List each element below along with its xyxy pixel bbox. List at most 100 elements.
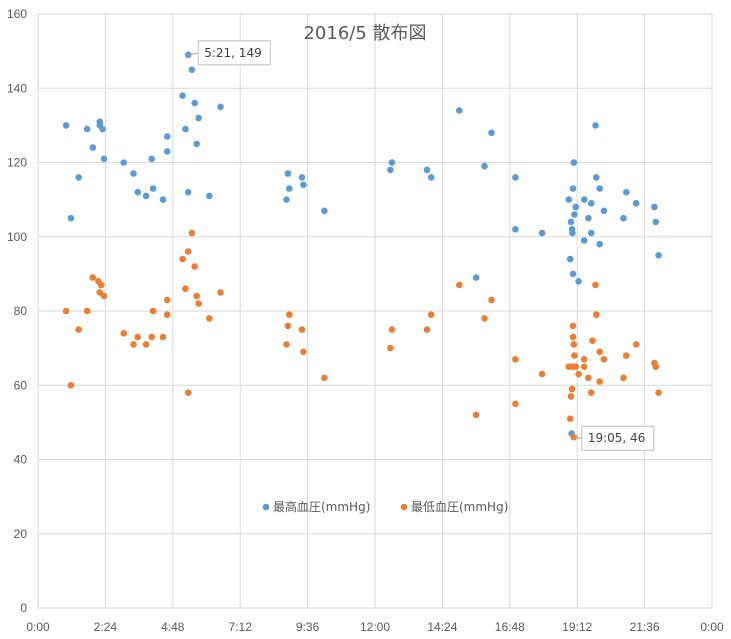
data-point	[568, 385, 576, 393]
data-point	[62, 122, 70, 129]
legend-item-2: 最低血圧(mmHg)	[400, 500, 508, 514]
data-point	[596, 185, 603, 192]
data-point	[567, 218, 575, 226]
data-point	[570, 159, 578, 166]
data-point	[159, 196, 167, 203]
data-point	[652, 363, 660, 371]
data-point	[184, 248, 192, 255]
data-point	[472, 411, 480, 419]
data-point	[83, 125, 91, 133]
data-point	[191, 263, 198, 270]
y-tick-label: 0	[20, 601, 27, 615]
data-point	[572, 363, 580, 371]
data-point	[580, 356, 588, 363]
data-point	[100, 155, 108, 163]
data-point	[195, 114, 202, 122]
chart-title: 2016/5 散布図	[303, 23, 426, 44]
data-point	[195, 300, 202, 307]
data-point	[655, 389, 662, 397]
data-point	[134, 333, 141, 341]
data-point	[427, 174, 435, 181]
x-tick-label: 21:36	[630, 620, 660, 634]
y-tick-label: 120	[7, 156, 27, 170]
data-point	[571, 211, 578, 218]
legend-marker	[400, 503, 408, 511]
data-point	[163, 148, 171, 155]
data-point	[512, 356, 519, 363]
data-point	[62, 307, 70, 315]
data-point	[572, 203, 580, 211]
data-point	[67, 382, 75, 389]
data-point	[184, 188, 192, 196]
axes: 0:00 2:24 4:48 7:12 9:36 12:00 14:24 16:48 19:12…	[7, 7, 724, 634]
data-point	[620, 214, 627, 222]
data-point	[587, 200, 595, 207]
data-point	[217, 289, 224, 296]
data-point	[298, 326, 306, 333]
data-point	[580, 363, 588, 371]
data-point	[652, 218, 660, 226]
data-callout: 5:21, 149	[188, 40, 271, 66]
data-point	[565, 196, 573, 203]
data-point	[217, 103, 224, 111]
data-point	[620, 374, 627, 382]
x-tick-label: 0:00	[26, 620, 50, 634]
x-tick-label: 12:00	[360, 620, 390, 634]
data-point	[159, 333, 167, 341]
legend-item-1: 最高血圧(mmHg)	[262, 499, 370, 514]
data-point	[300, 181, 307, 189]
legend-marker	[262, 503, 270, 511]
annotations: 5:21, 149 19:05, 46	[188, 40, 655, 451]
data-point	[538, 229, 546, 237]
data-point	[97, 281, 105, 289]
data-point	[423, 166, 431, 174]
data-point	[206, 192, 213, 200]
data-point	[593, 311, 600, 319]
x-tick-label: 2:24	[94, 620, 118, 634]
data-point	[206, 315, 213, 322]
data-point	[75, 174, 82, 181]
y-tick-label: 160	[7, 7, 27, 21]
data-point	[182, 125, 189, 133]
data-point	[148, 155, 155, 163]
data-point	[179, 92, 186, 99]
data-point	[100, 292, 108, 300]
data-point	[632, 200, 640, 207]
callout-label: 5:21, 149	[204, 46, 261, 60]
callout-label: 19:05, 46	[588, 431, 645, 445]
legend-label: 最高血圧(mmHg)	[273, 499, 370, 514]
data-point	[538, 370, 546, 378]
data-point	[130, 341, 137, 348]
data-point	[596, 348, 603, 356]
data-point	[593, 174, 600, 181]
data-point	[188, 229, 196, 237]
data-point	[300, 348, 307, 356]
callout-box	[197, 40, 271, 66]
x-tick-label: 7:12	[229, 620, 253, 634]
series-1	[62, 51, 662, 437]
data-point	[163, 133, 171, 140]
data-point	[75, 326, 82, 333]
x-tick-label: 4:48	[161, 620, 185, 634]
data-point	[566, 255, 574, 263]
data-point	[286, 185, 293, 192]
data-point	[321, 374, 328, 382]
data-points	[62, 51, 662, 441]
data-point	[580, 237, 588, 244]
y-tick-label: 80	[14, 304, 28, 318]
data-point	[472, 274, 480, 281]
x-tick-label: 9:36	[296, 620, 320, 634]
data-point	[587, 229, 595, 237]
x-tick-label: 14:24	[427, 620, 457, 634]
data-point	[99, 125, 106, 133]
data-point	[570, 433, 578, 441]
data-point	[130, 170, 137, 177]
data-point	[286, 311, 293, 319]
data-point	[89, 144, 97, 151]
data-point	[571, 352, 578, 359]
data-point	[423, 326, 431, 333]
data-point	[184, 389, 192, 397]
data-point	[569, 333, 577, 341]
data-point	[569, 270, 577, 278]
